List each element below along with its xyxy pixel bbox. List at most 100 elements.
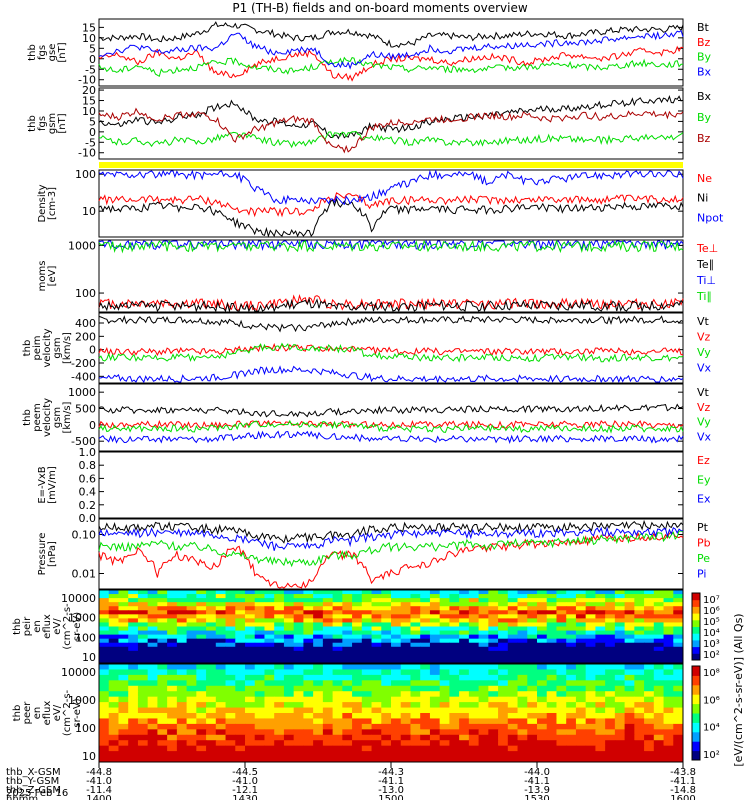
spectrogram-cell (634, 630, 645, 636)
spectrogram-cell (624, 745, 635, 752)
spectrogram-cell (157, 740, 168, 747)
spectrogram-cell (361, 751, 373, 758)
spectrogram-cell (225, 642, 236, 648)
spectrogram-cell (342, 756, 353, 763)
spectrogram-cell (546, 630, 557, 636)
spectrogram-cell (128, 642, 139, 648)
spectrogram-cell (468, 606, 480, 611)
spectrogram-cell (293, 610, 304, 615)
spectrogram-cell (186, 740, 197, 747)
spectrogram-cell (245, 713, 256, 719)
spectrogram-cell (235, 756, 246, 763)
spectrogram-cell (381, 680, 392, 687)
spectrogram-cell (546, 590, 557, 595)
xaxis-value: -11.4 (86, 785, 112, 796)
spectrogram-cell (429, 680, 441, 687)
spectrogram-cell (420, 729, 431, 736)
spectrogram-cell (478, 680, 489, 687)
spectrogram-cell (264, 622, 275, 627)
spectrogram-cell (478, 718, 489, 725)
spectrogram-cell (128, 602, 139, 607)
spectrogram-cell (254, 626, 265, 632)
colorbar-step (692, 684, 700, 695)
spectrogram-cell (118, 713, 129, 719)
series-fgs_gsm-bz (98, 107, 684, 154)
spectrogram-cell (653, 598, 665, 603)
spectrogram-cell (303, 669, 314, 676)
spectrogram-cell (449, 638, 460, 644)
spectrogram-cell (108, 646, 119, 652)
spectrogram-cell (488, 734, 499, 741)
series-pressure-pi (98, 526, 684, 551)
spectrogram-cell (381, 610, 392, 615)
spectrogram-cell (488, 630, 499, 636)
spectrogram-cell (429, 696, 441, 703)
spectrogram-cell (556, 642, 567, 648)
spectrogram-cell (673, 664, 684, 670)
spectrogram-cell (176, 650, 188, 656)
spectrogram-cell (634, 606, 645, 611)
spectrogram-cell (595, 654, 606, 660)
spectrogram-cell (274, 756, 285, 763)
spectrogram-cell (371, 696, 382, 703)
spectrogram-cell (322, 650, 334, 656)
spectrogram-cell (634, 618, 645, 623)
spectrogram-cell (137, 669, 149, 676)
spectrogram-cell (313, 650, 324, 656)
spectrogram-cell (605, 658, 616, 664)
spectrogram-cell (254, 740, 265, 747)
spectrogram-cell (468, 702, 480, 709)
spectrogram-cell (352, 638, 363, 644)
spectrogram-cell (254, 658, 265, 664)
ylabel: gsm (47, 113, 58, 134)
spectrogram-cell (673, 713, 684, 719)
spectrogram-cell (546, 618, 557, 623)
spectrogram-cell (439, 642, 450, 648)
spectrogram-cell (99, 713, 110, 719)
spectrogram-cell (157, 614, 168, 619)
spectrogram-cell (653, 751, 665, 758)
spectrogram-cell (293, 654, 304, 660)
spectrogram-cell (322, 618, 334, 623)
spectrogram-cell (137, 622, 149, 627)
spectrogram-cell (429, 598, 441, 603)
spectrogram-cell (575, 702, 587, 709)
spectrogram-cell (449, 723, 460, 730)
spectrogram-cell (663, 723, 674, 730)
ylabel: eV/ (52, 704, 63, 721)
spectrogram-cell (381, 664, 392, 670)
spectrogram-cell (322, 718, 334, 725)
spectrogram-cell (313, 664, 324, 670)
spectrogram-cell (254, 610, 265, 615)
series-pressure-pt (98, 519, 684, 544)
spectrogram-cell (128, 751, 139, 758)
spectrogram-cell (614, 606, 626, 611)
spectrogram-cell (176, 718, 188, 725)
spectrogram-cell (459, 723, 470, 730)
spectrogram-cell (614, 602, 626, 607)
spectrogram-cell (254, 674, 265, 681)
spectrogram-cell (371, 723, 382, 730)
panel-fgs_gse (98, 18, 684, 87)
spectrogram-cell (566, 729, 577, 736)
spectrogram-cell (206, 622, 217, 627)
spectrogram-cell (176, 734, 188, 741)
spectrogram-cell (245, 646, 256, 652)
spectrogram-cell (303, 598, 314, 603)
spectrogram-cell (225, 606, 236, 611)
spectrogram-cell (614, 594, 626, 599)
spectrogram-cell (245, 590, 256, 595)
spectrogram-cell (644, 606, 655, 611)
spectrogram-cell (507, 646, 519, 652)
spectrogram-cell (400, 674, 411, 681)
spectrogram-cell (245, 685, 256, 692)
spectrogram-cell (332, 594, 343, 599)
spectrogram-cell (137, 626, 149, 632)
spectrogram-cell (546, 756, 557, 763)
spectrogram-cell (566, 642, 577, 648)
spectrogram-cell (527, 696, 538, 703)
spectrogram-cell (595, 734, 606, 741)
spectrogram-cell (537, 685, 548, 692)
spectrogram-cell (459, 664, 470, 670)
spectrogram-cell (575, 606, 587, 611)
